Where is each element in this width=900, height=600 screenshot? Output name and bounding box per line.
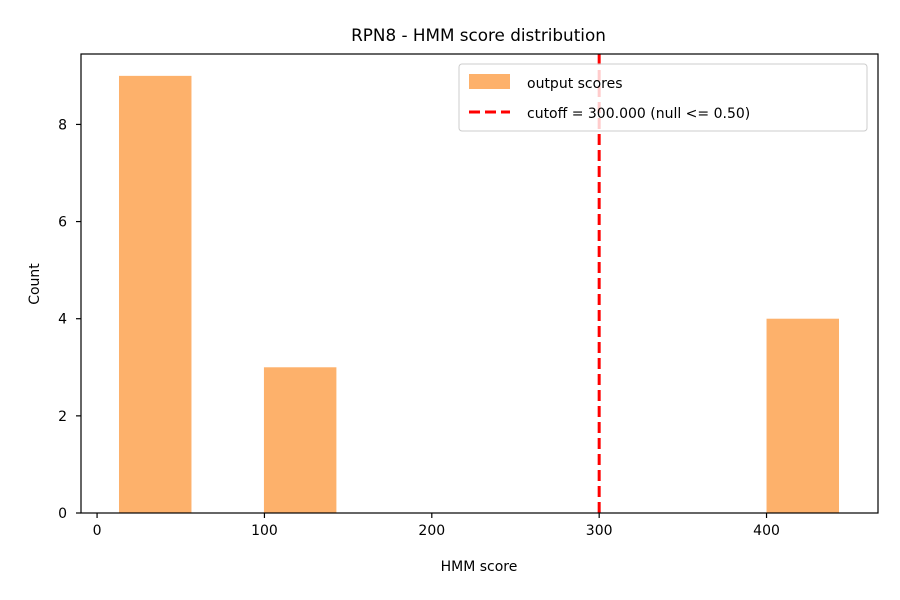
y-axis-label: Count [27, 263, 43, 305]
legend-swatch-output-scores [469, 74, 510, 89]
x-axis-ticks: 0 100 200 300 400 [93, 513, 780, 539]
x-axis-label: HMM score [441, 559, 518, 575]
legend-label-output-scores: output scores [527, 76, 623, 92]
y-axis-ticks: 0 2 4 6 8 [58, 117, 81, 522]
x-tick-label: 100 [251, 523, 278, 539]
y-tick-label: 4 [58, 312, 67, 328]
x-tick-label: 300 [586, 523, 613, 539]
y-tick-label: 6 [58, 215, 67, 231]
bars-group [118, 75, 840, 513]
y-tick-label: 0 [58, 506, 67, 522]
x-tick-label: 400 [753, 523, 780, 539]
histogram-bar [118, 75, 192, 513]
legend-label-cutoff: cutoff = 300.000 (null <= 0.50) [527, 106, 750, 122]
histogram-bar [263, 367, 337, 513]
plot-frame [80, 53, 879, 514]
y-tick-label: 8 [58, 117, 67, 133]
x-tick-label: 0 [93, 523, 102, 539]
x-tick-label: 200 [418, 523, 445, 539]
chart-title: RPN8 - HMM score distribution [351, 25, 606, 45]
legend-box [458, 63, 868, 132]
histogram-bar [766, 318, 840, 513]
y-tick-label: 2 [58, 409, 67, 425]
legend: output scores cutoff = 300.000 (null <= … [458, 63, 868, 132]
